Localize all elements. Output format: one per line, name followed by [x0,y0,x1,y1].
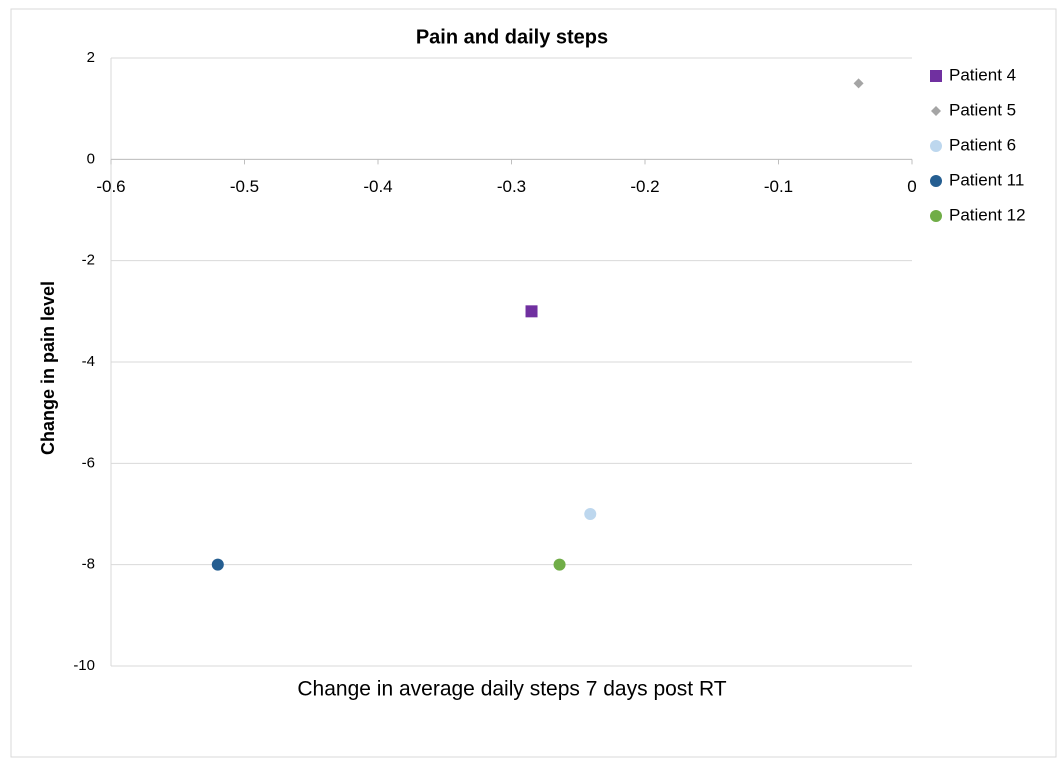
legend-label: Patient 12 [949,205,1026,224]
y-tick-label: 2 [87,49,95,66]
legend-marker [930,175,942,187]
x-tick-label: 0 [907,177,916,196]
legend-label: Patient 4 [949,65,1016,84]
point [853,78,864,89]
y-tick-label: -6 [82,454,95,471]
point [553,558,566,571]
legend-label: Patient 6 [949,135,1016,154]
y-tick-label: 0 [87,150,95,167]
legend-label: Patient 11 [949,170,1024,189]
chart-border [10,8,1057,758]
legend-marker [930,140,942,152]
legend-marker [931,106,941,116]
x-tick-label: -0.6 [96,177,125,196]
y-axis-title: Change in pain level [38,281,58,455]
legend-marker [930,210,942,222]
chart-title: Pain and daily steps [416,26,608,48]
y-tick-label: -2 [82,252,95,269]
x-tick-label: -0.1 [764,177,793,196]
x-tick-label: -0.2 [630,177,659,196]
x-tick-label: -0.4 [363,177,392,196]
x-tick-label: -0.5 [230,177,259,196]
point [584,508,597,520]
x-axis-title: Change in average daily steps 7 days pos… [297,678,726,701]
point [211,558,224,571]
y-tick-label: -10 [73,657,95,674]
x-tick-label: -0.3 [497,177,526,196]
point [525,305,538,318]
y-tick-label: -8 [82,556,95,573]
y-tick-label: -4 [82,353,95,370]
legend-label: Patient 5 [949,100,1016,119]
legend-marker [930,70,942,82]
